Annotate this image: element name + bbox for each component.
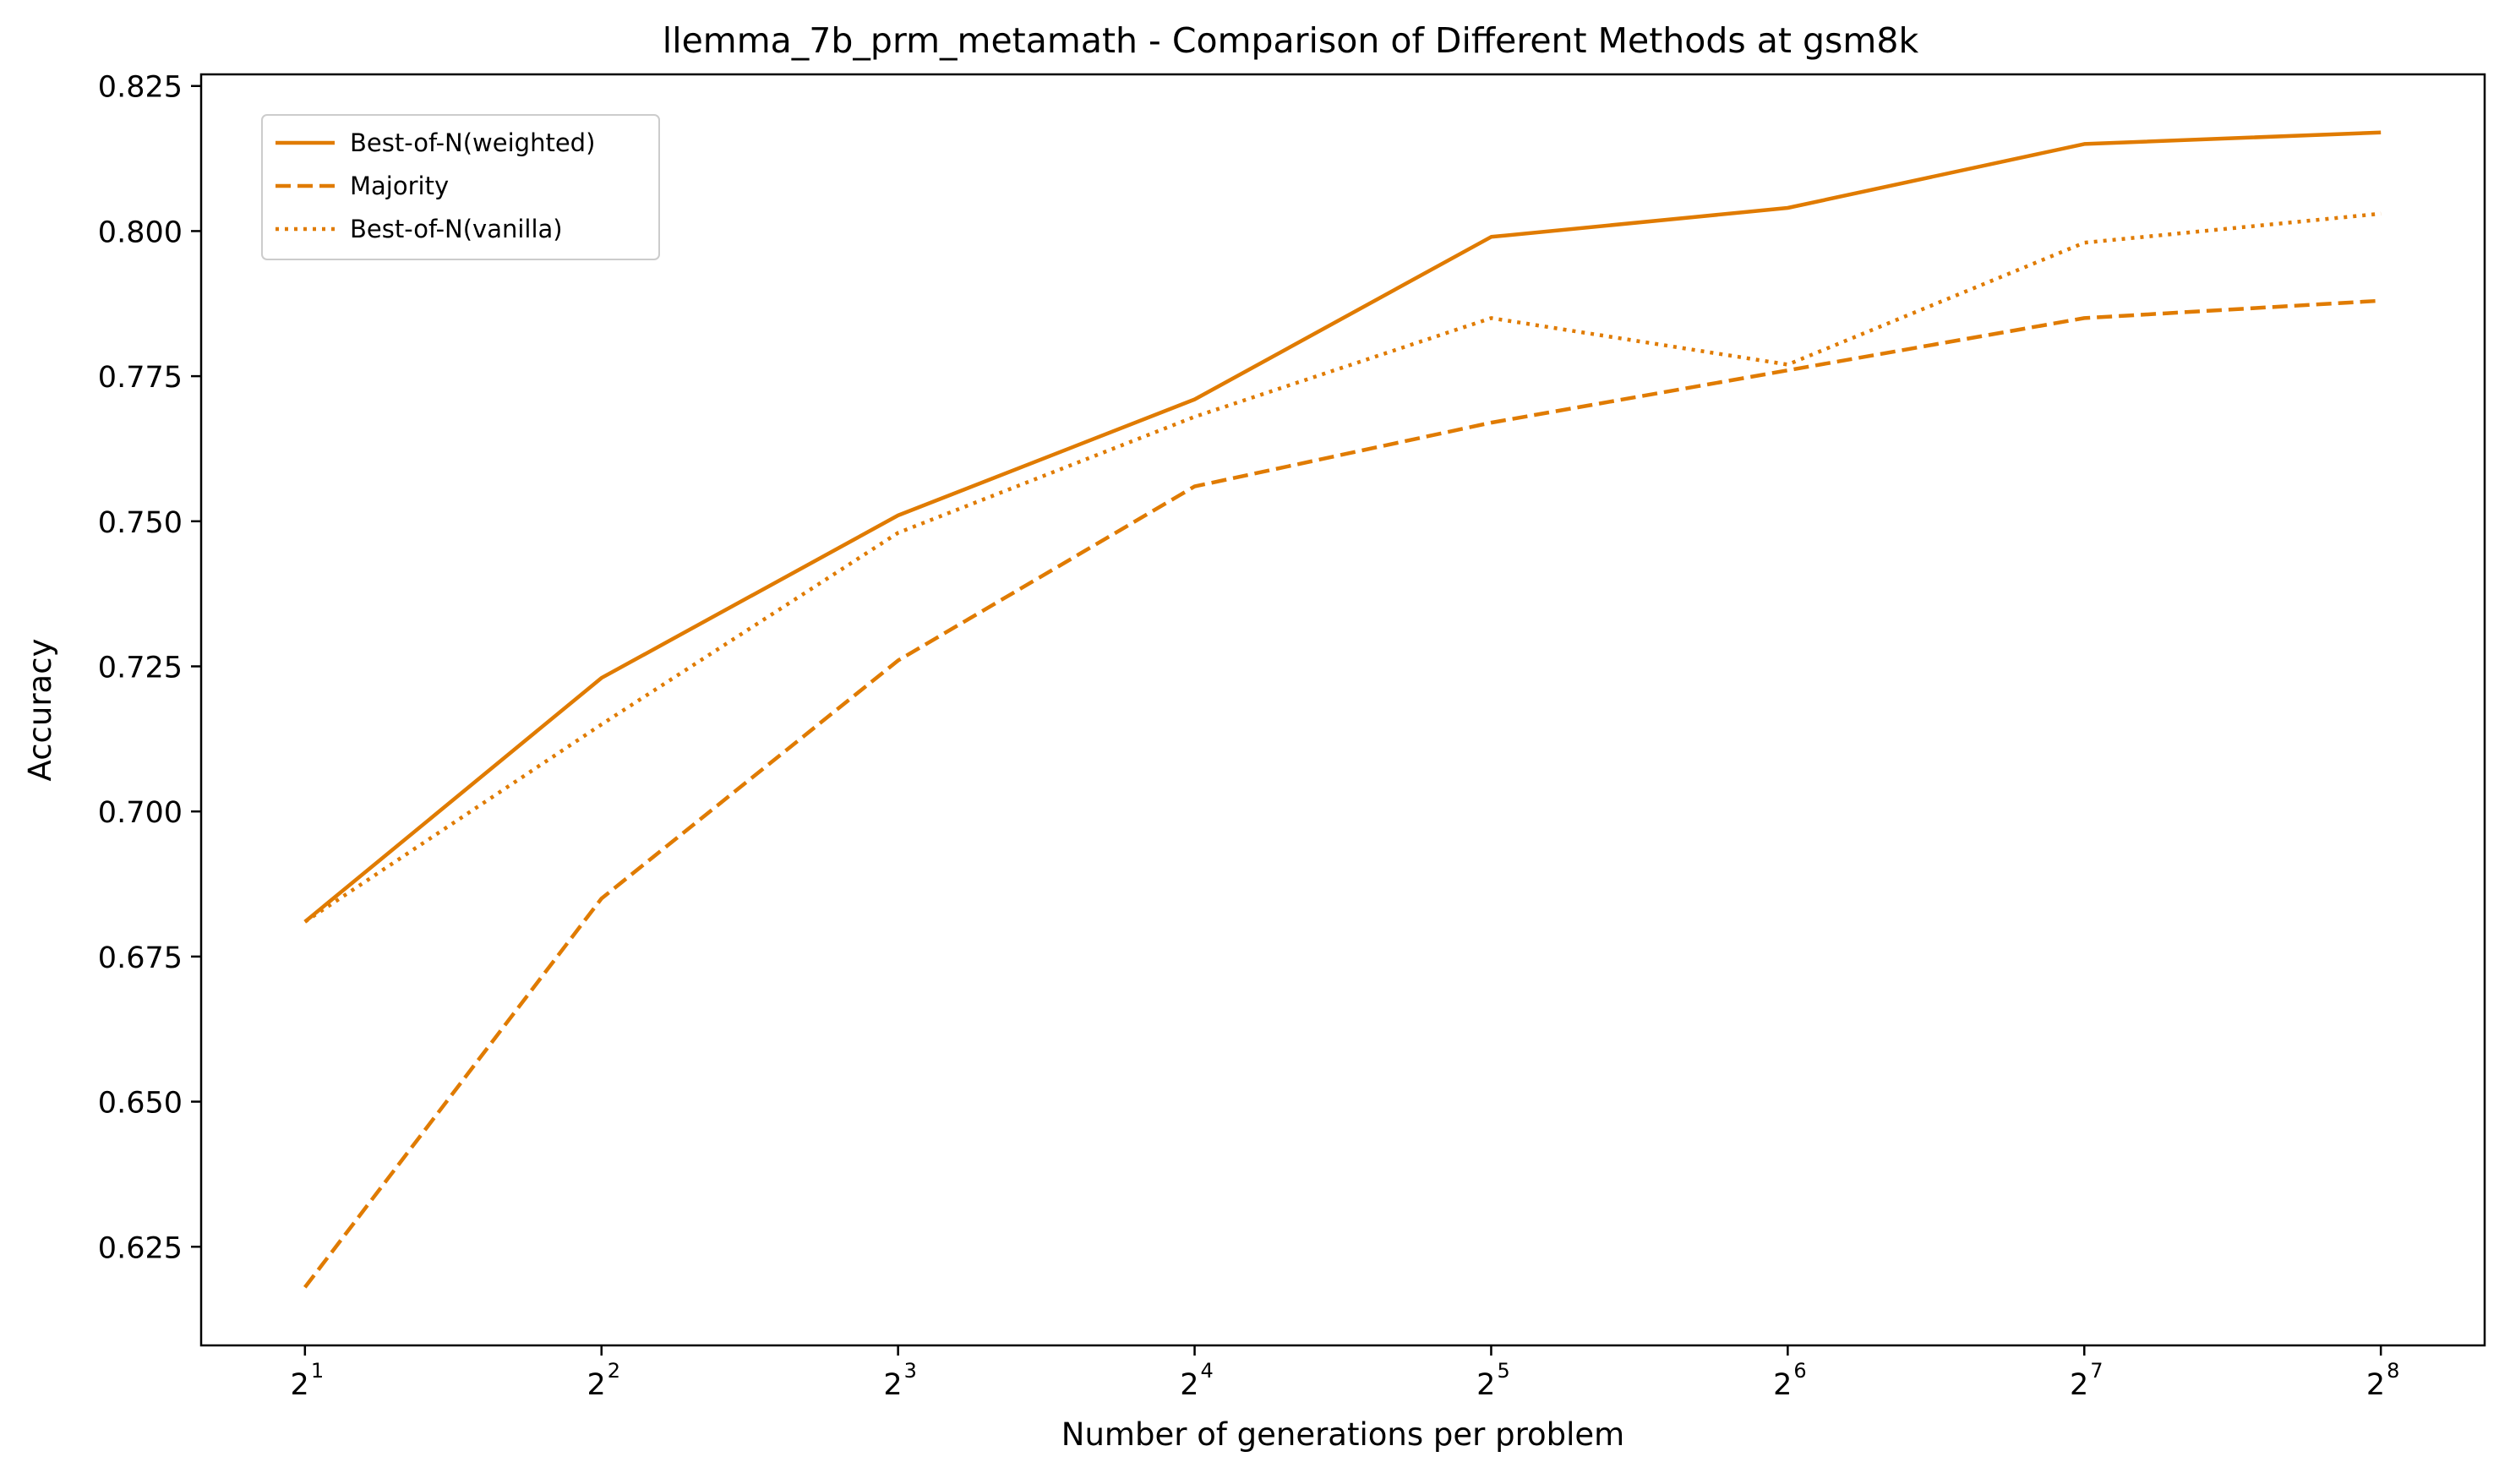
series-line-2 (303, 211, 2382, 924)
x-axis-label: Number of generations per problem (1061, 1416, 1624, 1453)
x-tick-label-exponent: 4 (1201, 1359, 1214, 1383)
y-tick-label: 0.750 (98, 506, 183, 540)
y-tick-label: 0.625 (98, 1231, 183, 1265)
x-tick-label-exponent: 8 (2387, 1359, 2399, 1383)
x-tick-label-base: 2 (291, 1368, 309, 1402)
x-tick-label-exponent: 6 (1793, 1359, 1806, 1383)
legend-label: Best-of-N(weighted) (350, 128, 595, 157)
y-tick-label: 0.725 (98, 651, 183, 685)
legend-box (261, 114, 660, 260)
y-tick-label: 0.675 (98, 941, 183, 975)
legend: Best-of-N(weighted) Majority Best-of-N(van… (261, 114, 660, 260)
series-line-0 (303, 130, 2382, 924)
x-tick-label-base: 2 (2070, 1368, 2088, 1402)
x-tick-label-base: 2 (1773, 1368, 1792, 1402)
x-tick-label-exponent: 1 (311, 1359, 324, 1383)
chart-title: llemma_7b_prm_metamath - Comparison of D… (663, 20, 1919, 61)
plot-area-frame (199, 73, 2486, 1347)
x-tick-label-base: 2 (2366, 1368, 2385, 1402)
y-tick-label: 0.650 (98, 1087, 183, 1121)
x-tick-label-base: 2 (883, 1368, 902, 1402)
y-tick-label: 0.775 (98, 361, 183, 395)
x-tick-label-exponent: 2 (608, 1359, 620, 1383)
y-tick-label: 0.700 (98, 796, 183, 830)
x-tick-label-base: 2 (1476, 1368, 1495, 1402)
y-axis-label: Accuracy (22, 639, 58, 782)
series-line-1 (303, 298, 2382, 1289)
y-tick-label: 0.800 (98, 216, 183, 249)
legend-label: Best-of-N(vanilla) (350, 215, 563, 243)
x-tick-label-base: 2 (1180, 1368, 1198, 1402)
series-lines (303, 130, 2382, 1289)
legend-label: Majority (350, 172, 449, 200)
x-tick-label-exponent: 5 (1497, 1359, 1509, 1383)
x-tick-label-base: 2 (587, 1368, 605, 1402)
x-tick-label-exponent: 7 (2090, 1359, 2103, 1383)
y-axis-ticks: 0.625 0.650 0.675 0.700 0.725 0.750 0.775 0.800… (98, 71, 201, 1265)
y-tick-label: 0.825 (98, 71, 183, 105)
x-tick-label-exponent: 3 (904, 1359, 917, 1383)
